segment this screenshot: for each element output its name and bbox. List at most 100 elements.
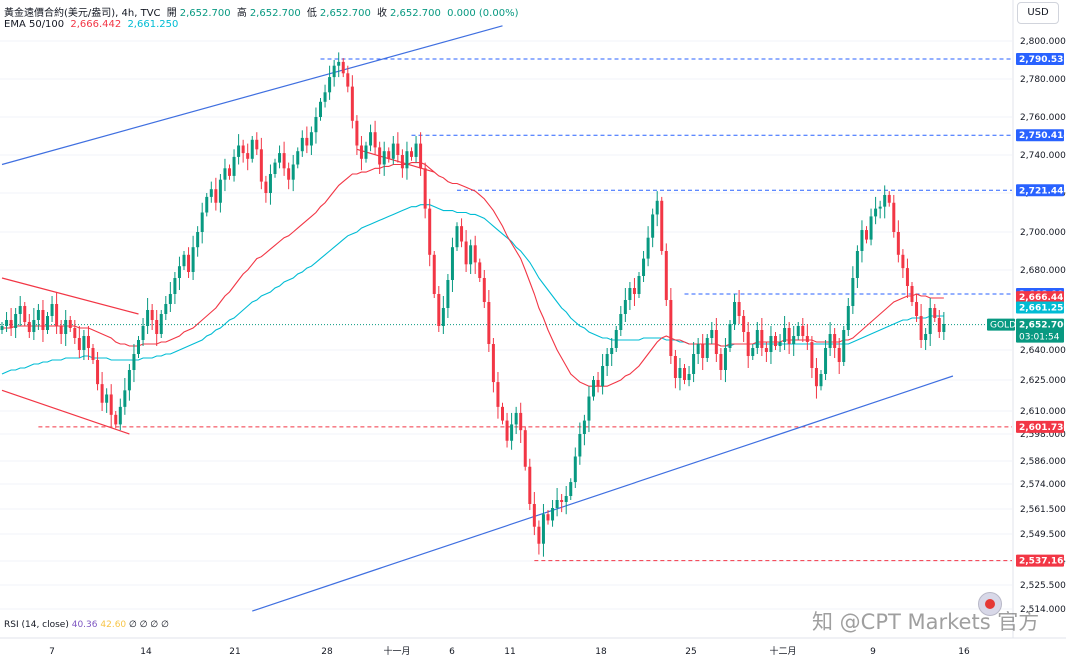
price-tag-bg xyxy=(1016,301,1064,314)
candle-body xyxy=(696,344,700,354)
candle-body xyxy=(341,61,345,74)
x-tick-label: 6 xyxy=(449,647,455,657)
candle-body xyxy=(901,254,905,269)
candle-body xyxy=(842,330,846,362)
candle-body xyxy=(346,73,350,87)
candle-body xyxy=(896,232,900,255)
level-tag-bg xyxy=(1016,554,1064,567)
candle-body xyxy=(391,143,395,159)
candle-body xyxy=(319,101,322,117)
candles xyxy=(0,52,946,557)
candle-body xyxy=(541,514,545,544)
candle-body xyxy=(551,508,555,521)
candle-body xyxy=(82,336,86,350)
candle-body xyxy=(482,278,486,302)
candle-body xyxy=(942,324,946,332)
candle-body xyxy=(218,179,222,203)
level-tag: 2,790.533 xyxy=(1019,55,1066,65)
candle-body xyxy=(455,226,459,248)
time-axis: 7 14 21 28 十一月 6 11 18 25 十二月 9 16 xyxy=(0,637,1066,657)
x-tick-label: 21 xyxy=(229,647,240,657)
candle-body xyxy=(755,330,759,348)
candle-body xyxy=(296,151,300,165)
candle-body xyxy=(628,288,632,300)
candle-body xyxy=(614,330,618,348)
candle-body xyxy=(173,278,177,294)
candle-body xyxy=(59,326,63,334)
candle-body xyxy=(605,354,609,366)
candle-body xyxy=(660,200,664,251)
candle-body xyxy=(555,500,559,508)
candle-body xyxy=(305,137,309,146)
candle-body xyxy=(232,156,236,176)
candle-body xyxy=(573,456,577,483)
watermark-logo-icon xyxy=(978,592,1002,616)
candle-body xyxy=(14,314,18,328)
candle-body xyxy=(915,302,919,316)
candle-body xyxy=(460,226,464,242)
symbol-title[interactable]: 黃金遠價合約(美元/盎司), 4h, TVC xyxy=(4,8,161,19)
rsi-ma-value: 42.60 xyxy=(100,620,127,630)
candle-body xyxy=(646,237,650,259)
candle-body xyxy=(596,380,600,387)
price-tag: 2,652.700 xyxy=(1019,321,1066,331)
candle-body xyxy=(828,334,832,348)
candle-body xyxy=(146,310,150,326)
candle-body xyxy=(619,314,623,330)
candle-body xyxy=(532,504,536,527)
trendlines xyxy=(1,25,954,612)
candle-body xyxy=(255,139,259,150)
candle-body xyxy=(491,344,495,383)
x-tick-label: 7 xyxy=(49,647,55,657)
currency-button[interactable]: USD xyxy=(1017,2,1059,24)
y-tick-label: 2,780.000 xyxy=(1020,75,1066,85)
y-tick-label: 2,760.000 xyxy=(1020,113,1066,123)
candle-body xyxy=(228,168,231,176)
candle-body xyxy=(714,330,718,354)
candle-body xyxy=(223,168,227,180)
candle-body xyxy=(937,318,941,332)
price-tag-bg xyxy=(1016,318,1064,343)
candle-body xyxy=(209,189,213,197)
rsi-legend[interactable]: RSI (14, close) 40.36 42.60 ∅ ∅ ∅ ∅ xyxy=(4,620,169,630)
candle-body xyxy=(0,326,4,330)
change-value: 0.000 (0.00%) xyxy=(447,8,519,19)
candle-body xyxy=(450,247,454,280)
candle-body xyxy=(719,354,723,370)
level-tag: 2,601.730 xyxy=(1019,423,1066,433)
candle-body xyxy=(32,320,36,332)
trendline xyxy=(1,389,130,435)
close-label: 收 xyxy=(377,8,387,19)
candle-body xyxy=(723,348,727,370)
candle-body xyxy=(510,424,514,441)
candle-body xyxy=(764,348,768,352)
candle-body xyxy=(250,139,254,159)
candle-body xyxy=(50,304,54,316)
candle-body xyxy=(883,194,887,207)
candle-body xyxy=(41,310,45,330)
candle-body xyxy=(241,145,245,154)
candle-body xyxy=(592,380,595,397)
candle-body xyxy=(27,322,31,332)
candle-body xyxy=(664,251,668,300)
ema-legend[interactable]: EMA 50/100 2,666.442 2,661.250 xyxy=(4,19,181,30)
candle-body xyxy=(332,65,336,78)
candle-body xyxy=(214,189,218,203)
price-tag: 2,661.250 xyxy=(1019,304,1066,314)
candle-body xyxy=(287,168,291,180)
x-tick-label: 16 xyxy=(958,647,970,657)
candle-body xyxy=(673,356,677,378)
y-tick-label: 2,800.000 xyxy=(1020,37,1066,47)
candle-body xyxy=(355,120,359,146)
ema-label: EMA 50/100 xyxy=(4,19,65,30)
candle-body xyxy=(892,202,896,232)
candle-body xyxy=(387,151,391,159)
x-tick-label: 18 xyxy=(595,647,607,657)
y-tick-label: 2,598.000 xyxy=(1020,430,1066,440)
candle-body xyxy=(487,302,491,344)
candle-body xyxy=(127,370,131,391)
candle-body xyxy=(132,354,136,370)
candle-body xyxy=(564,496,568,502)
candle-body xyxy=(705,338,709,358)
